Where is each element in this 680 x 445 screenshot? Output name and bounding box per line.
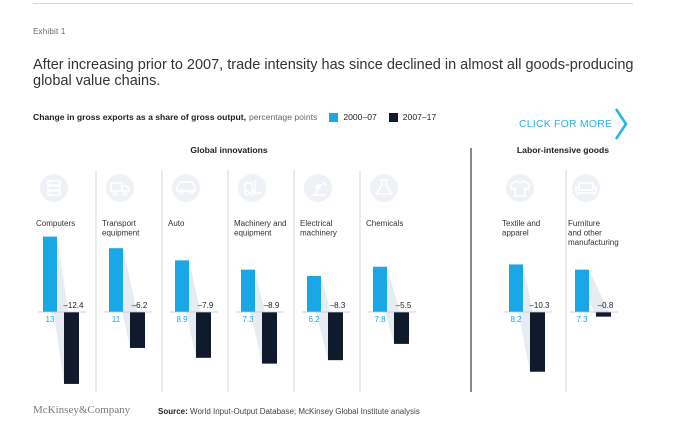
bar-2000-07 xyxy=(109,248,123,312)
shirt-icon xyxy=(509,180,531,197)
category-column: Electrical machinery 6.2 –8.3 xyxy=(300,174,350,361)
subtitle-unit: percentage points xyxy=(248,112,318,122)
value-label-2000-07: 7.3 xyxy=(242,315,254,324)
category-label: Electrical machinery xyxy=(300,219,337,238)
click-for-more-label: CLICK FOR MORE xyxy=(519,118,613,130)
value-label-2007-17: –12.4 xyxy=(63,301,84,310)
value-label-2007-17: –0.8 xyxy=(598,301,614,310)
value-label-2007-17: –7.9 xyxy=(198,301,214,310)
icon-badge xyxy=(172,174,200,202)
bar-2000-07 xyxy=(575,269,589,312)
category-column: Transport equipment 11 –6.2 xyxy=(102,174,152,348)
value-label-2007-17: –8.3 xyxy=(330,301,346,310)
category-column: Furniture and other manufacturing 7.3 –0.8 xyxy=(568,174,619,324)
sofa-icon xyxy=(575,182,597,196)
value-label-2000-07: 7.3 xyxy=(576,315,588,324)
bar-2007-17 xyxy=(64,312,79,384)
bar-connector xyxy=(175,260,211,358)
source-text: World Input-Output Database; McKinsey Gl… xyxy=(190,407,420,416)
value-label-2007-17: –10.3 xyxy=(529,301,550,310)
value-label-2000-07: 13 xyxy=(46,315,55,324)
category-column: Machinery and equipment 7.3 –8.9 xyxy=(234,174,286,364)
bar-connector xyxy=(373,266,409,344)
headline: After increasing prior to 2007, trade in… xyxy=(33,57,634,89)
bar-2007-17 xyxy=(530,312,545,372)
exhibit-label: Exhibit 1 xyxy=(33,27,66,36)
car-icon xyxy=(176,181,196,195)
category-label: Computers xyxy=(36,219,75,228)
mckinsey-logo: McKinsey&Company xyxy=(33,404,131,416)
legend-item-period1: 2000–07 xyxy=(329,112,377,122)
legend-swatch-period1 xyxy=(329,112,339,122)
category-label: Machinery and equipment xyxy=(234,219,286,238)
legend-label-period2: 2007–17 xyxy=(402,112,437,122)
chart-subtitle: Change in gross exports as a share of gr… xyxy=(33,110,436,124)
value-label-2000-07: 11 xyxy=(112,315,121,324)
category-label: Chemicals xyxy=(366,219,403,228)
bar-2000-07 xyxy=(307,276,321,312)
server-icon xyxy=(47,180,61,196)
source-label: Source: xyxy=(158,407,188,416)
icon-badge xyxy=(304,174,332,202)
group-title: Global innovations xyxy=(190,145,268,155)
legend-swatch-period2 xyxy=(388,112,398,122)
category-label: Auto xyxy=(168,219,185,228)
bar-connector xyxy=(241,269,277,364)
icon-badge xyxy=(106,174,134,202)
category-column: Computers 13 –12.4 xyxy=(36,174,86,384)
bar-2007-17 xyxy=(262,312,277,364)
bar-2007-17 xyxy=(196,312,211,358)
category-label: Textile and apparel xyxy=(502,219,540,238)
bar-2007-17 xyxy=(130,312,145,348)
value-label-2000-07: 6.2 xyxy=(308,315,320,324)
icon-badge xyxy=(40,174,68,202)
bar-2007-17 xyxy=(394,312,409,344)
legend-item-period2: 2007–17 xyxy=(388,112,437,122)
category-column: Auto 8.9 –7.9 xyxy=(168,174,218,358)
category-label: Transport equipment xyxy=(102,219,140,238)
bar-connector xyxy=(109,248,145,348)
top-rule xyxy=(33,3,633,4)
source-note: Source: World Input-Output Database; McK… xyxy=(158,407,420,416)
bar-connector xyxy=(43,236,79,384)
icon-badge xyxy=(506,174,534,202)
value-label-2007-17: –6.2 xyxy=(132,301,148,310)
subtitle-main: Change in gross exports as a share of gr… xyxy=(33,112,246,122)
bar-connector xyxy=(307,276,343,361)
icon-badge xyxy=(370,174,398,202)
bar-2000-07 xyxy=(175,260,189,312)
forklift-icon xyxy=(244,180,262,196)
bar-connector xyxy=(575,269,611,317)
value-label-2000-07: 8.9 xyxy=(176,315,188,324)
truck-icon xyxy=(110,182,130,196)
icon-badge xyxy=(238,174,266,202)
icon-badge xyxy=(572,174,600,202)
category-column: Chemicals 7.8 –5.5 xyxy=(366,174,416,344)
value-label-2007-17: –8.9 xyxy=(264,301,280,310)
bar-2007-17 xyxy=(328,312,343,361)
bar-2000-07 xyxy=(43,236,57,312)
bar-2000-07 xyxy=(509,264,523,312)
bar-2000-07 xyxy=(373,266,387,312)
chevron-right-icon xyxy=(615,108,628,140)
click-for-more-button[interactable]: CLICK FOR MORE xyxy=(519,107,628,141)
legend-label-period1: 2000–07 xyxy=(343,112,377,122)
robot-arm-icon xyxy=(311,182,327,196)
group-title: Labor-intensive goods xyxy=(517,145,609,155)
flask-icon xyxy=(375,179,393,195)
value-label-2007-17: –5.5 xyxy=(396,301,412,310)
value-label-2000-07: 7.8 xyxy=(374,315,386,324)
category-column: Textile and apparel 8.2 –10.3 xyxy=(502,174,552,372)
bar-2000-07 xyxy=(241,269,255,312)
bar-connector xyxy=(509,264,545,372)
value-label-2000-07: 8.2 xyxy=(510,315,522,324)
bar-2007-17 xyxy=(596,312,611,317)
category-label: Furniture and other manufacturing xyxy=(568,219,619,247)
